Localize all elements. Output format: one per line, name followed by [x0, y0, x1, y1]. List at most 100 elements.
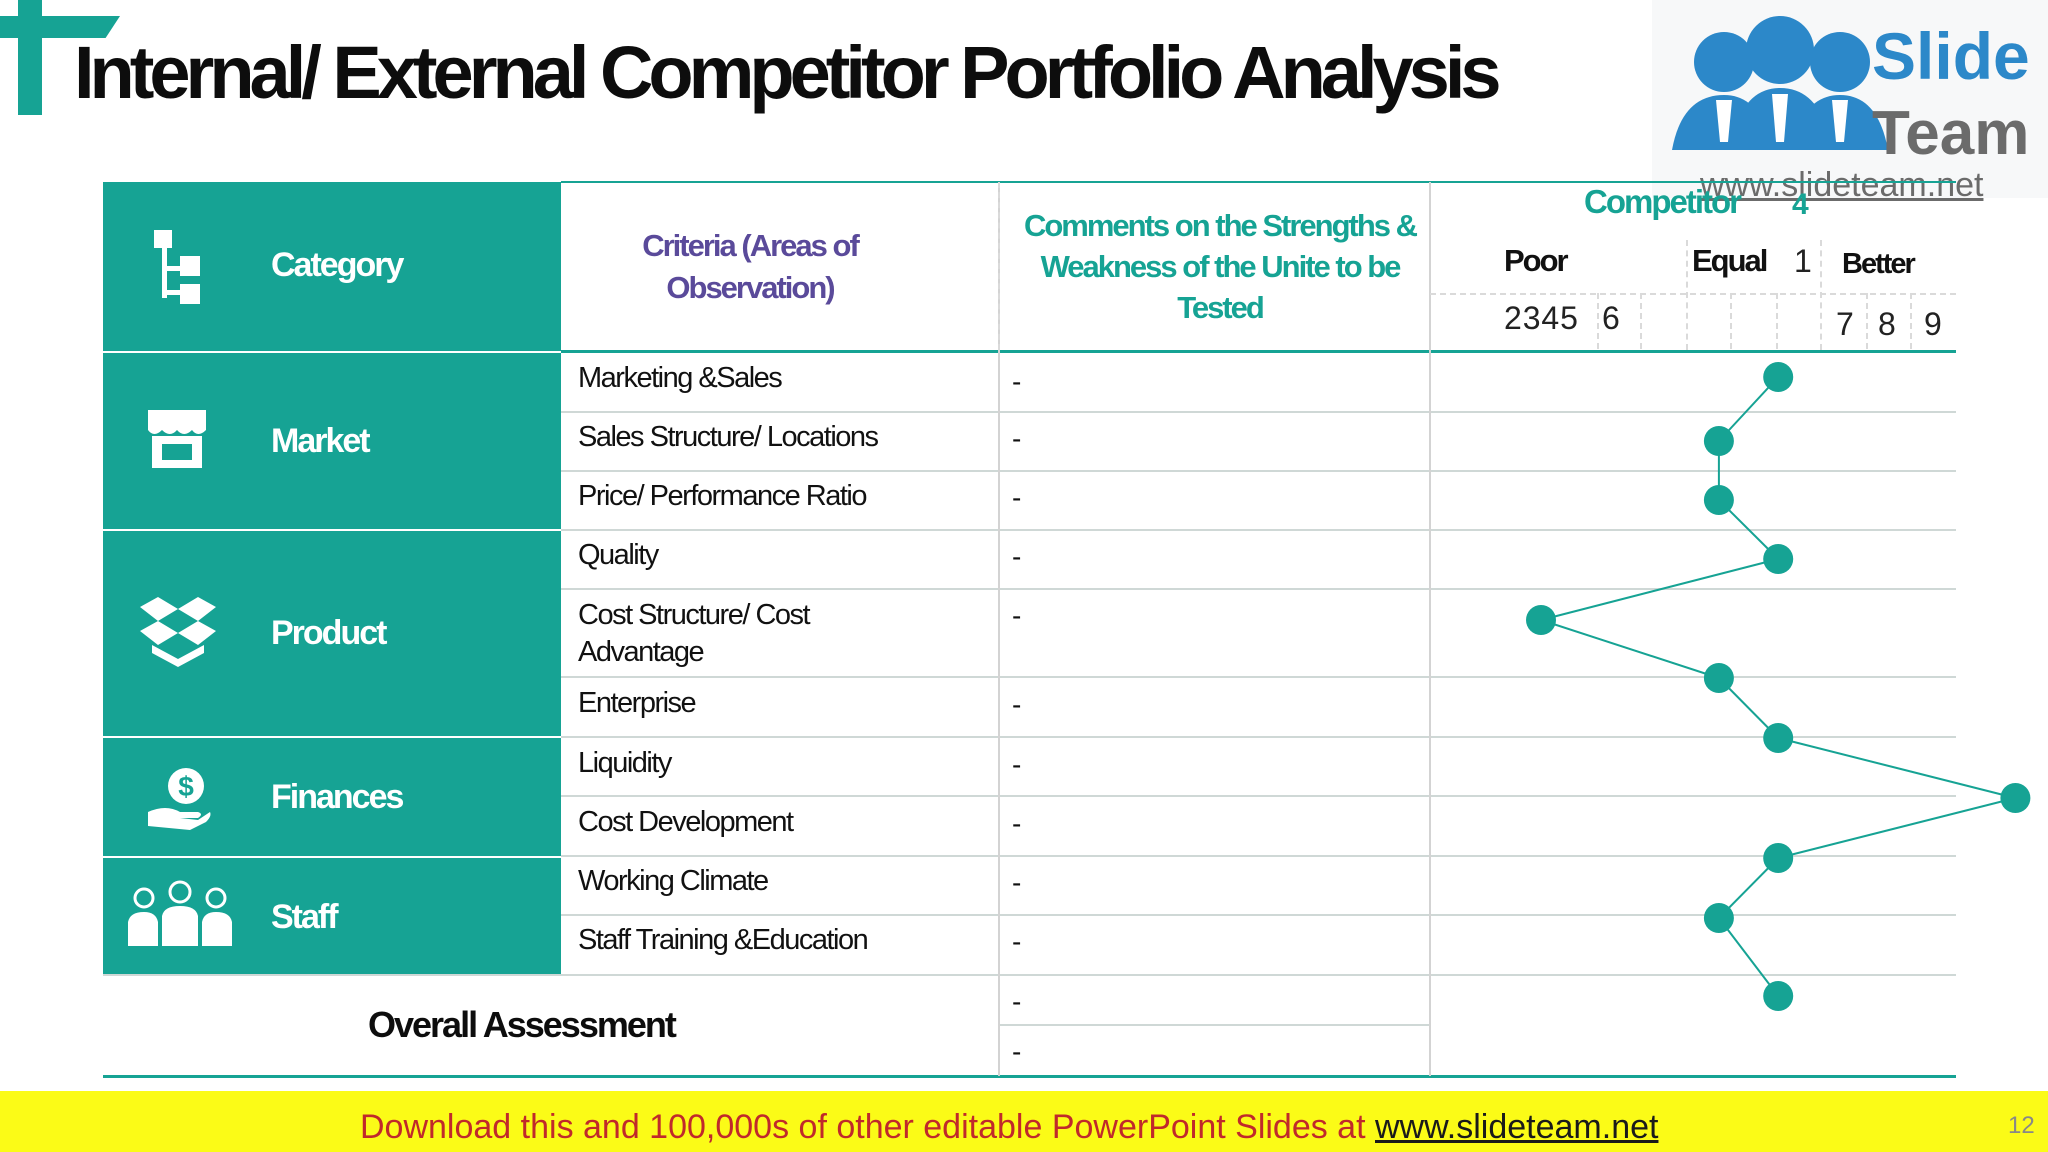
row-divider — [561, 529, 1956, 531]
row-divider — [561, 795, 1956, 797]
criteria-label: Price/ Performance Ratio — [578, 480, 867, 512]
rating-line-segment — [1718, 917, 1779, 997]
svg-text:$: $ — [178, 771, 194, 802]
footer-message: Download this and 100,000s of other edit… — [360, 1108, 1375, 1146]
scale-label-poor: Poor — [1504, 243, 1569, 278]
comment-cell[interactable]: - — [1012, 986, 1022, 1017]
row-divider — [561, 411, 1956, 413]
row-divider — [103, 974, 1956, 976]
comments-header: Comments on the Strengths & Weakness of … — [1000, 205, 1440, 328]
rating-point — [1703, 663, 1734, 693]
table-bottom-border — [103, 1075, 1956, 1078]
scale-number-7: 7 — [1836, 306, 1854, 342]
criteria-label: Marketing &Sales — [578, 362, 783, 394]
criteria-label: Liquidity — [578, 747, 672, 779]
corner-accent-bar — [0, 16, 120, 38]
scale-tick-line — [1820, 240, 1822, 350]
column-divider — [1429, 182, 1431, 1076]
scale-label-better: Better — [1842, 248, 1916, 280]
comment-cell[interactable]: - — [1012, 482, 1022, 513]
category-header-label: Category — [271, 246, 404, 284]
overall-divider — [1000, 1024, 1430, 1026]
logo-text-slide: Slide — [1872, 19, 2030, 93]
scale-divider — [1430, 293, 1956, 295]
comment-cell[interactable]: - — [1012, 867, 1022, 898]
row-divider — [561, 470, 1956, 472]
scale-tick-line — [1597, 293, 1599, 349]
store-icon — [148, 410, 206, 468]
scale-tick-line — [1640, 293, 1642, 349]
logo — [1652, 0, 2048, 198]
criteria-label: Cost Development — [578, 806, 794, 838]
comments-header-line1: Comments on the Strengths & — [1023, 208, 1418, 243]
criteria-label: Enterprise — [578, 687, 697, 719]
hierarchy-icon — [154, 230, 200, 304]
comment-cell[interactable]: - — [1012, 600, 1022, 631]
scale-number-8: 8 — [1878, 306, 1896, 342]
page-number: 12 — [2008, 1112, 2035, 1139]
comment-cell[interactable]: - — [1012, 541, 1022, 572]
row-divider — [561, 676, 1956, 678]
header-bottom-border — [561, 350, 1956, 353]
category-label-finances: Finances — [271, 778, 404, 816]
comments-header-line3: Tested — [1177, 290, 1265, 325]
box-icon — [140, 597, 216, 667]
table-top-border — [561, 181, 1956, 183]
scale-label-equal: Equal — [1692, 243, 1768, 278]
rating-line-segment — [1540, 558, 1779, 621]
logo-text-team: Team — [1872, 99, 2030, 168]
comments-header-line2: Weakness of the Unite to be — [1040, 249, 1402, 284]
row-divider — [561, 736, 1956, 738]
footer-link[interactable]: www.slideteam.net — [1375, 1108, 1659, 1146]
rating-point — [1703, 426, 1734, 456]
rating-point — [1763, 544, 1794, 574]
row-divider — [561, 588, 1956, 590]
criteria-header-line2: Observation) — [666, 270, 835, 305]
scale-number-1: 1 — [1794, 243, 1812, 279]
rating-point — [1526, 605, 1556, 635]
scale-numbers-poor: 2 3 4 5 — [1504, 300, 1578, 336]
scale-tick-line — [1866, 293, 1868, 349]
scale-number-6: 6 — [1602, 300, 1620, 336]
rating-point — [1703, 485, 1734, 515]
header-dash — [998, 182, 1000, 350]
criteria-label: Cost Structure/ Cost — [578, 599, 811, 631]
footer-text: Download this and 100,000s of other edit… — [360, 1108, 1658, 1147]
rating-point — [1763, 723, 1794, 753]
criteria-label: Advantage — [578, 636, 705, 668]
rating-point — [1763, 843, 1794, 873]
category-label-staff: Staff — [271, 898, 339, 936]
rating-line-segment — [1777, 737, 2016, 799]
comment-cell[interactable]: - — [1012, 423, 1022, 454]
competitor-header: Competitor — [1584, 183, 1742, 220]
rating-point — [1703, 903, 1734, 933]
column-divider — [998, 182, 1000, 1076]
scale-tick-line — [1776, 293, 1778, 349]
category-label-product: Product — [271, 614, 387, 652]
team-icon — [128, 880, 232, 946]
comment-cell[interactable]: - — [1012, 689, 1022, 720]
criteria-label: Quality — [578, 539, 659, 571]
rating-point — [1763, 362, 1794, 392]
comment-cell[interactable]: - — [1012, 808, 1022, 839]
criteria-header: Criteria (Areas of Observation) — [600, 225, 900, 309]
criteria-label: Sales Structure/ Locations — [578, 421, 879, 453]
slide-title: Internal/ External Competitor Portfolio … — [74, 31, 1502, 114]
criteria-label: Staff Training &Education — [578, 924, 869, 956]
scale-tick-line — [1730, 293, 1732, 349]
overall-assessment-label: Overall Assessment — [368, 1004, 677, 1045]
scale-number-9: 9 — [1924, 306, 1942, 342]
scale-tick-line — [1910, 293, 1912, 349]
logo-url[interactable]: www.slideteam.net — [1700, 166, 1984, 204]
comment-cell[interactable]: - — [1012, 366, 1022, 397]
criteria-header-line1: Criteria (Areas of — [642, 228, 860, 263]
rating-point — [2000, 783, 2031, 813]
category-label-market: Market — [271, 422, 371, 460]
comment-cell[interactable]: - — [1012, 1036, 1022, 1067]
comment-cell[interactable]: - — [1012, 926, 1022, 957]
scale-tick-line — [1686, 240, 1688, 350]
people-logo-icon — [1672, 16, 1888, 150]
comment-cell[interactable]: - — [1012, 749, 1022, 780]
row-divider — [561, 855, 1956, 857]
